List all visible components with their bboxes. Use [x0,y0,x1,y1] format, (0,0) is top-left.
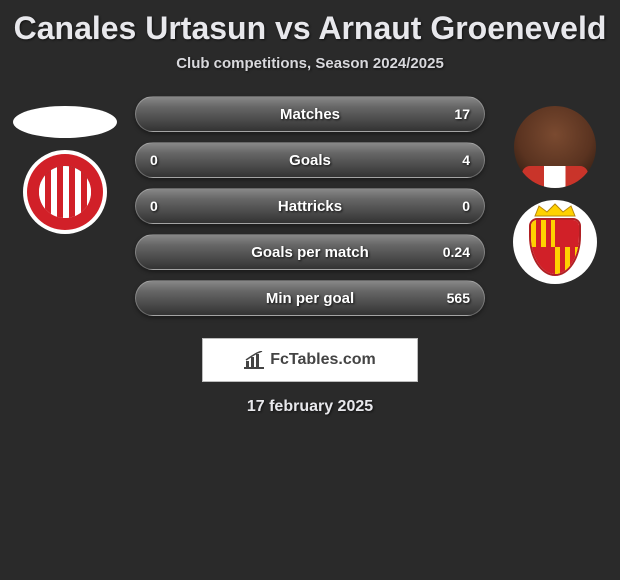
stats-column: Matches 17 0 Goals 4 0 Hattricks 0 Goals… [135,96,485,316]
stat-left-value: 0 [150,152,158,168]
page-title: Canales Urtasun vs Arnaut Groeneveld [0,6,620,55]
left-column [5,96,125,234]
branding-label: FcTables.com [270,351,376,369]
stat-right-value: 0 [462,198,470,214]
stat-label: Goals per match [251,244,369,261]
stat-label: Goals [289,152,331,169]
stat-left-value: 0 [150,198,158,214]
stat-right-value: 565 [447,290,470,306]
stat-label: Matches [280,106,340,123]
player-right-avatar [514,106,596,188]
player-left-avatar [13,106,117,138]
stat-label: Hattricks [278,198,342,215]
stat-label: Min per goal [266,290,354,307]
stat-row: 0 Hattricks 0 [135,188,485,224]
season-subtitle: Club competitions, Season 2024/2025 [0,55,620,72]
main-row: Matches 17 0 Goals 4 0 Hattricks 0 Goals… [0,96,620,316]
stat-row: Goals per match 0.24 [135,234,485,270]
stat-right-value: 4 [462,152,470,168]
stat-right-value: 17 [454,106,470,122]
crown-icon [533,202,577,218]
date-label: 17 february 2025 [0,398,620,416]
comparison-card: Canales Urtasun vs Arnaut Groeneveld Clu… [0,0,620,416]
club-badge-girona [513,200,597,284]
club-badge-athletic [23,150,107,234]
stat-row: 0 Goals 4 [135,142,485,178]
stat-row: Min per goal 565 [135,280,485,316]
stat-row: Matches 17 [135,96,485,132]
branding-box[interactable]: FcTables.com [202,338,418,382]
right-column [495,96,615,284]
bar-chart-icon [244,351,264,369]
stat-right-value: 0.24 [443,244,470,260]
